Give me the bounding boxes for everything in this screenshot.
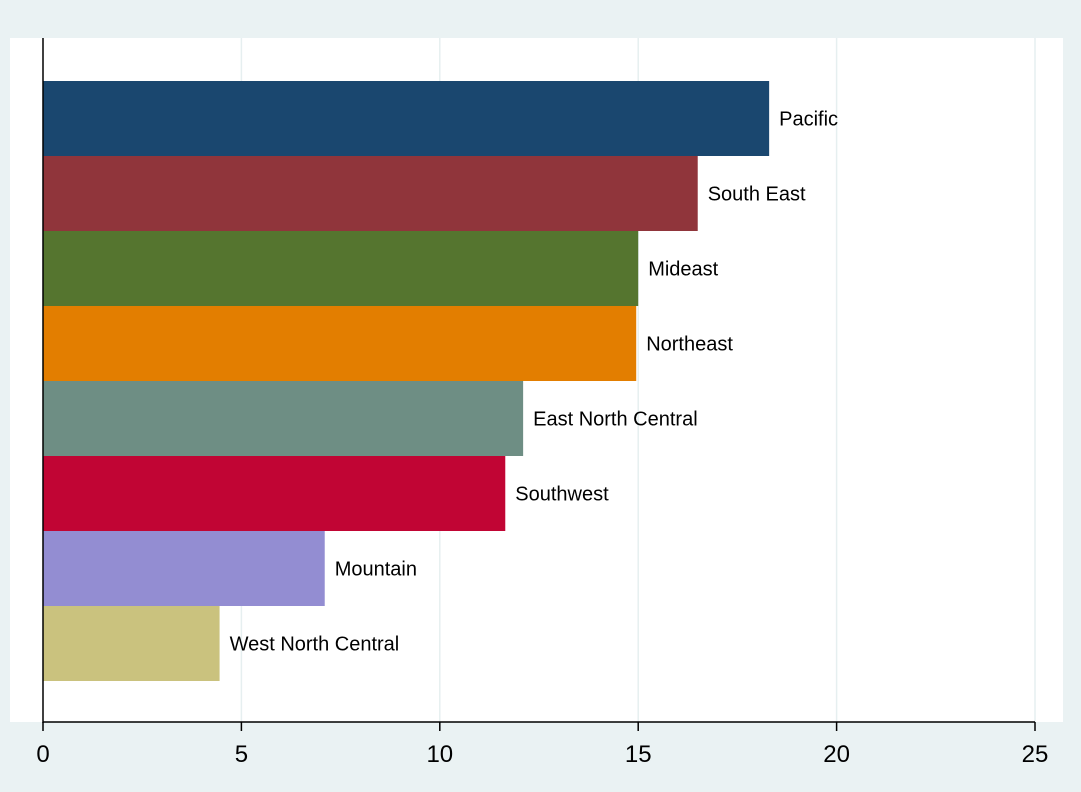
x-tick-label-20: 20 — [823, 741, 850, 768]
bar-southwest — [43, 456, 506, 531]
bar-label-east-north-central: East North Central — [533, 409, 698, 431]
bar-south-east — [43, 156, 698, 231]
bar-label-mountain: Mountain — [335, 559, 417, 581]
x-tick-label-15: 15 — [625, 741, 652, 768]
bar-label-mideast: Mideast — [648, 259, 718, 281]
bar-label-west-north-central: West North Central — [230, 634, 400, 656]
x-tick-label-10: 10 — [426, 741, 453, 768]
bars: Pacific South East Mideast Northeast East No… — [43, 81, 838, 681]
axes — [42, 38, 1035, 723]
bar-east-north-central — [43, 381, 524, 456]
bar-west-north-central — [43, 606, 220, 681]
x-tick-label-5: 5 — [235, 741, 248, 768]
x-axis-ticks: 0 5 10 15 20 25 — [36, 722, 1048, 768]
x-tick-label-0: 0 — [36, 741, 49, 768]
bar-label-south-east: South East — [708, 184, 806, 206]
x-tick-label-25: 25 — [1022, 741, 1049, 768]
bar-label-pacific: Pacific — [779, 109, 838, 131]
bar-label-southwest: Southwest — [515, 484, 609, 506]
bar-pacific — [43, 81, 770, 156]
bar-northeast — [43, 306, 637, 381]
bar-mountain — [43, 531, 325, 606]
bar-label-northeast: Northeast — [646, 334, 733, 356]
bar-mideast — [43, 231, 639, 306]
